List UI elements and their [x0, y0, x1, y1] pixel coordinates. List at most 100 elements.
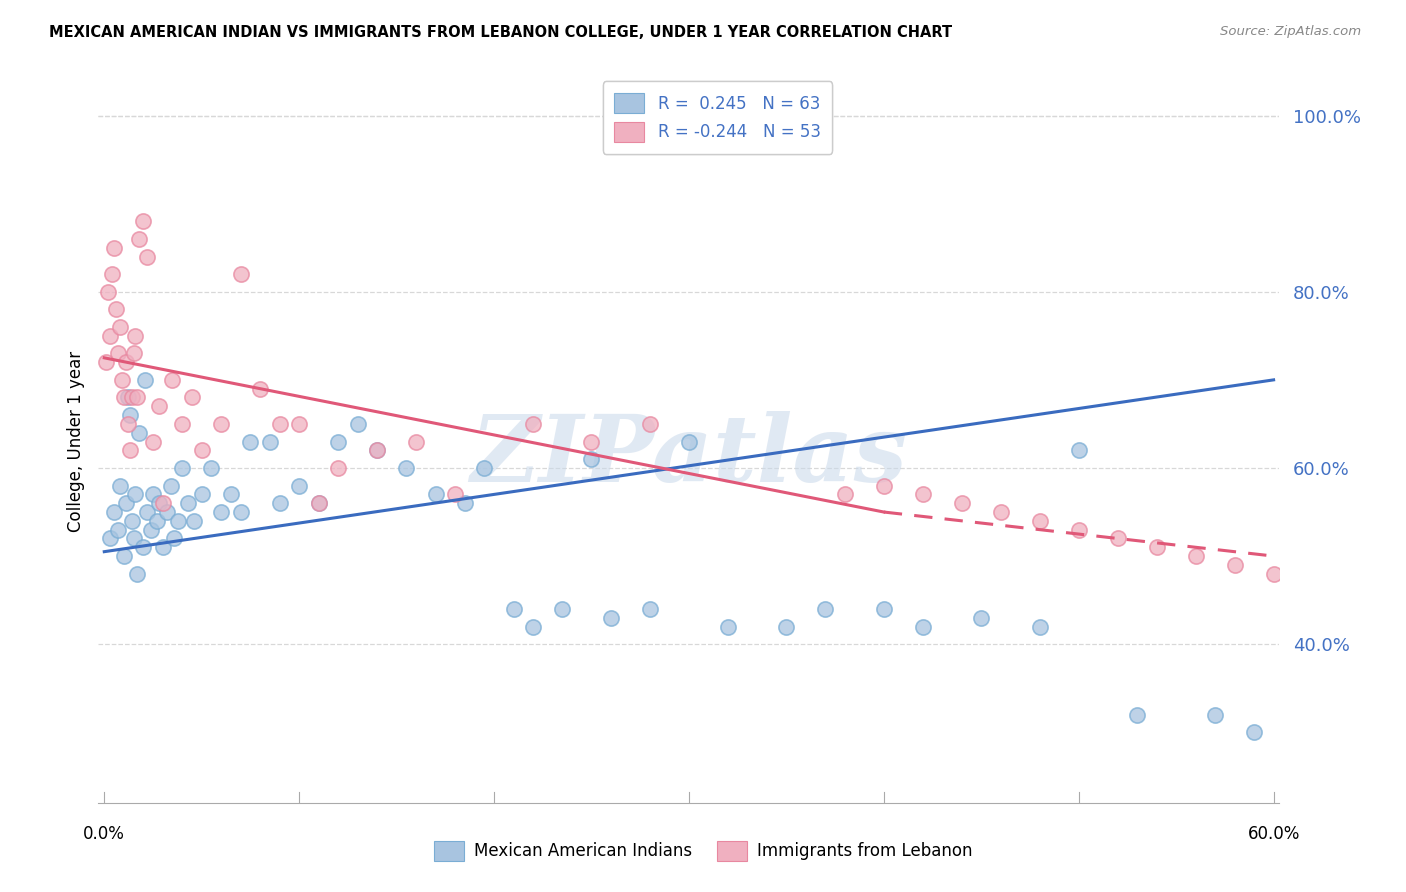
Point	[146, 514, 169, 528]
Point	[1146, 541, 1168, 555]
Point	[136, 505, 159, 519]
Point	[1204, 707, 1226, 722]
Point	[200, 461, 222, 475]
Point	[638, 417, 661, 431]
Point	[600, 611, 623, 625]
Point	[425, 487, 447, 501]
Point	[181, 391, 204, 405]
Point	[139, 523, 162, 537]
Text: MEXICAN AMERICAN INDIAN VS IMMIGRANTS FROM LEBANON COLLEGE, UNDER 1 YEAR CORRELA: MEXICAN AMERICAN INDIAN VS IMMIGRANTS FR…	[49, 25, 952, 40]
Point	[1067, 443, 1090, 458]
Point	[156, 505, 179, 519]
Text: ZIPatlas: ZIPatlas	[471, 411, 907, 501]
Point	[326, 434, 349, 449]
Text: 60.0%: 60.0%	[1247, 825, 1299, 843]
Point	[1243, 725, 1265, 739]
Point	[114, 496, 136, 510]
Point	[142, 434, 165, 449]
Point	[121, 391, 143, 405]
Point	[101, 267, 124, 281]
Point	[1029, 514, 1052, 528]
Point	[638, 602, 661, 616]
Point	[167, 514, 190, 528]
Point	[873, 478, 896, 492]
Point	[1107, 532, 1129, 546]
Point	[405, 434, 427, 449]
Point	[366, 443, 388, 458]
Legend: R =  0.245   N = 63, R = -0.244   N = 53: R = 0.245 N = 63, R = -0.244 N = 53	[603, 81, 832, 153]
Point	[990, 505, 1012, 519]
Point	[98, 532, 121, 546]
Point	[124, 487, 146, 501]
Point	[911, 619, 934, 633]
Point	[108, 478, 131, 492]
Point	[472, 461, 495, 475]
Legend: Mexican American Indians, Immigrants from Lebanon: Mexican American Indians, Immigrants fro…	[427, 834, 979, 868]
Point	[1126, 707, 1149, 722]
Point	[177, 496, 200, 510]
Point	[1223, 558, 1246, 572]
Point	[159, 478, 181, 492]
Point	[834, 487, 856, 501]
Point	[911, 487, 934, 501]
Point	[1302, 575, 1324, 590]
Point	[136, 250, 159, 264]
Point	[121, 514, 143, 528]
Point	[288, 478, 311, 492]
Point	[190, 487, 212, 501]
Point	[522, 619, 544, 633]
Point	[103, 505, 125, 519]
Point	[107, 346, 129, 360]
Point	[346, 417, 368, 431]
Point	[104, 302, 127, 317]
Point	[950, 496, 973, 510]
Point	[581, 452, 603, 467]
Point	[122, 532, 145, 546]
Point	[308, 496, 330, 510]
Point	[551, 602, 574, 616]
Point	[162, 373, 184, 387]
Text: Source: ZipAtlas.com: Source: ZipAtlas.com	[1220, 25, 1361, 38]
Point	[152, 541, 174, 555]
Point	[142, 487, 165, 501]
Point	[107, 523, 129, 537]
Point	[134, 373, 156, 387]
Point	[326, 461, 349, 475]
Point	[1067, 523, 1090, 537]
Point	[1029, 619, 1052, 633]
Point	[395, 461, 418, 475]
Point	[132, 214, 155, 228]
Point	[127, 566, 149, 581]
Point	[128, 425, 150, 440]
Point	[269, 496, 291, 510]
Point	[717, 619, 740, 633]
Point	[502, 602, 524, 616]
Point	[190, 443, 212, 458]
Point	[814, 602, 837, 616]
Point	[114, 355, 136, 369]
Point	[122, 346, 145, 360]
Point	[112, 391, 135, 405]
Point	[219, 487, 242, 501]
Point	[183, 514, 205, 528]
Point	[132, 541, 155, 555]
Point	[118, 408, 141, 422]
Point	[108, 320, 131, 334]
Point	[288, 417, 311, 431]
Point	[308, 496, 330, 510]
Point	[163, 532, 186, 546]
Point	[124, 328, 146, 343]
Point	[172, 417, 194, 431]
Point	[522, 417, 544, 431]
Point	[111, 373, 134, 387]
Point	[239, 434, 262, 449]
Point	[229, 267, 252, 281]
Point	[148, 399, 170, 413]
Point	[118, 443, 141, 458]
Point	[117, 391, 139, 405]
Point	[152, 496, 174, 510]
Point	[970, 611, 993, 625]
Point	[775, 619, 797, 633]
Point	[269, 417, 291, 431]
Point	[249, 382, 271, 396]
